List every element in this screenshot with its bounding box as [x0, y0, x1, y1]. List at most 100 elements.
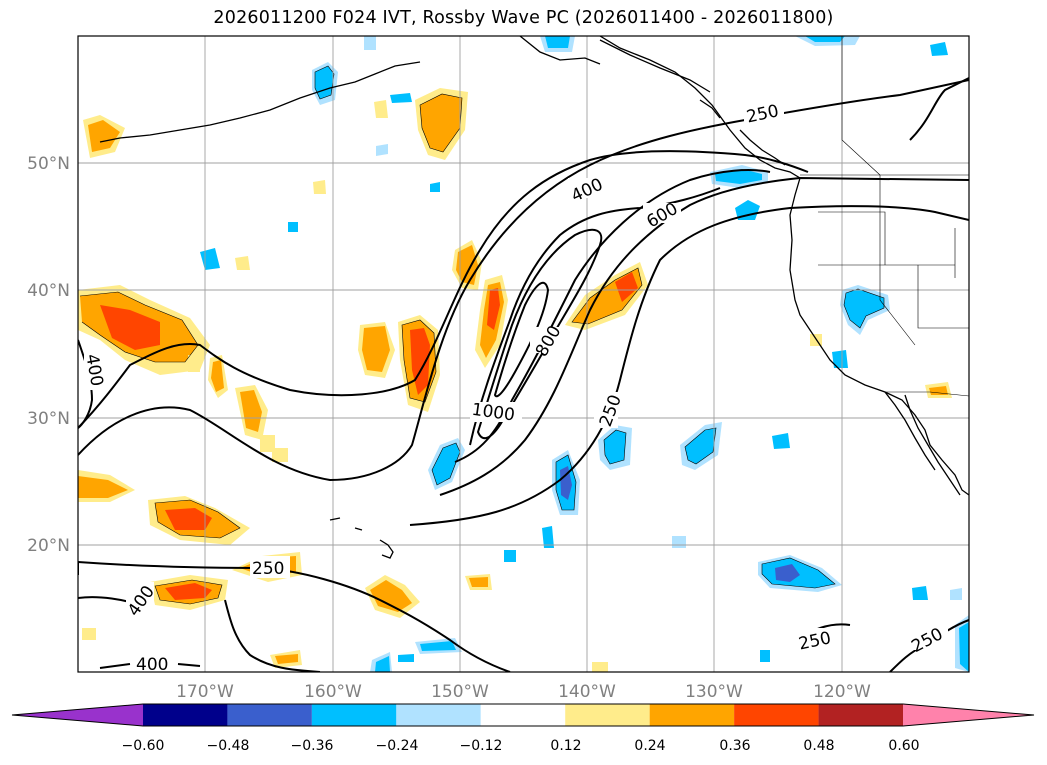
contour-label-bg — [250, 556, 290, 578]
colorbar-swatch — [818, 704, 903, 726]
negative-anomaly — [950, 588, 962, 600]
contour-label-bg — [568, 178, 606, 198]
colorbar-tick-label: 0.48 — [803, 738, 834, 754]
anomaly-outline — [843, 288, 885, 329]
positive-anomaly — [188, 355, 200, 372]
gridlines — [78, 36, 969, 672]
contour-label-bg — [126, 582, 154, 614]
colorbar-swatch — [227, 704, 312, 726]
colorbar-tick-label: 0.60 — [888, 738, 919, 754]
negative-anomaly — [398, 654, 414, 662]
colorbar-swatch — [565, 704, 650, 726]
ivt-contour-250 — [78, 561, 511, 672]
ivt-contour-400 — [78, 150, 809, 429]
map-frame — [77, 35, 970, 673]
anomaly-outline — [79, 291, 199, 363]
longitude-labels: 170°W 160°W 150°W 140°W 130°W 120°W — [176, 682, 871, 702]
negative-anomaly — [772, 433, 790, 449]
colorbar-tick-label: −0.24 — [376, 738, 419, 754]
anomaly-outline — [154, 579, 223, 605]
positive-anomaly — [420, 94, 462, 152]
anomaly-outline — [401, 319, 437, 403]
positive-anomaly — [374, 100, 388, 118]
anomaly-outlines — [79, 65, 885, 605]
colorbar-swatch — [903, 704, 1034, 726]
negative-anomaly — [959, 622, 969, 672]
negative-anomaly — [560, 466, 572, 500]
colorbar-tick-label: −0.48 — [207, 738, 250, 754]
lat-label: 50°N — [27, 154, 70, 174]
positive-anomaly — [370, 580, 412, 612]
ivt-contour-400 — [224, 599, 321, 672]
colorbar-swatch — [480, 704, 566, 726]
negative-anomaly — [504, 550, 516, 562]
anomaly-outline — [761, 557, 836, 589]
positive-anomaly — [165, 508, 212, 530]
negative-anomaly — [420, 641, 456, 651]
anomaly-outline — [684, 427, 717, 465]
negative-anomaly — [430, 182, 440, 192]
lat-label: 40°N — [27, 281, 70, 301]
negative-anomaly — [832, 350, 848, 368]
positive-anomaly — [88, 120, 120, 152]
negative-anomaly — [375, 656, 390, 672]
ivt-contour-400 — [99, 663, 201, 669]
contour-label-bg — [134, 655, 174, 672]
negative-anomaly — [390, 93, 412, 103]
negative-anomaly — [542, 526, 554, 548]
anomaly-outline — [419, 93, 463, 153]
positive-anomaly — [362, 326, 390, 372]
negative-anomaly — [735, 200, 760, 220]
lon-label: 160°W — [304, 682, 362, 702]
anomaly-outline — [555, 454, 577, 511]
negative-anomaly — [545, 36, 570, 48]
colorbar-swatches — [12, 704, 1034, 726]
contour-label-bg — [643, 203, 681, 223]
positive-anomaly — [592, 662, 608, 672]
lat-label: 30°N — [27, 409, 70, 429]
state-borders — [818, 36, 969, 346]
positive-anomaly — [78, 476, 128, 498]
map-panel: 250 400 600 800 1000 250 400 250 400 400… — [78, 36, 969, 672]
lon-label: 140°W — [558, 682, 616, 702]
contour-label-bg — [908, 624, 948, 650]
positive-anomaly — [100, 305, 160, 350]
anomaly-outline — [314, 65, 335, 100]
positive-anomaly — [82, 628, 96, 640]
anomaly-outline — [154, 499, 241, 539]
colorbar: −0.60 −0.48 −0.36 −0.24 −0.12 0.12 0.24 … — [11, 703, 1035, 754]
latitude-labels: 50°N 40°N 30°N 20°N — [27, 154, 70, 556]
positive-anomaly — [487, 288, 500, 330]
negative-anomaly — [672, 536, 686, 548]
negative-anomaly — [912, 586, 928, 600]
contour-label-bg — [594, 392, 618, 428]
positive-anomaly — [615, 272, 638, 302]
negative-anomaly — [432, 443, 460, 485]
lon-label: 150°W — [431, 682, 489, 702]
colorbar-tick-label: −0.60 — [122, 738, 165, 754]
negative-anomaly — [376, 144, 388, 156]
positive-anomaly — [211, 360, 224, 392]
contour-label-bg — [470, 402, 522, 422]
north-america-coastline — [599, 36, 969, 496]
alaska-coastline — [519, 36, 711, 93]
colorbar-outline — [11, 703, 1035, 727]
colorbar-swatch — [734, 704, 819, 726]
ivt-contour-400 — [78, 339, 94, 429]
hawaii-islands — [329, 517, 394, 559]
positive-anomaly — [165, 583, 212, 600]
lon-label: 130°W — [685, 682, 743, 702]
negative-anomaly — [844, 289, 884, 328]
coastlines — [99, 36, 969, 559]
negative-anomaly — [604, 430, 626, 464]
contour-labels: 250 400 600 800 1000 250 400 250 400 400… — [81, 101, 948, 672]
contour-label: 250 — [252, 559, 284, 579]
colorbar-tick-label: 0.12 — [550, 738, 581, 754]
ivt-contour-250 — [78, 79, 969, 482]
positive-anomaly — [469, 577, 488, 587]
us-mexico-border — [885, 391, 969, 397]
borders — [800, 36, 969, 397]
colorbar-tick-label: 0.24 — [634, 738, 665, 754]
aleutian-islands — [99, 61, 421, 143]
